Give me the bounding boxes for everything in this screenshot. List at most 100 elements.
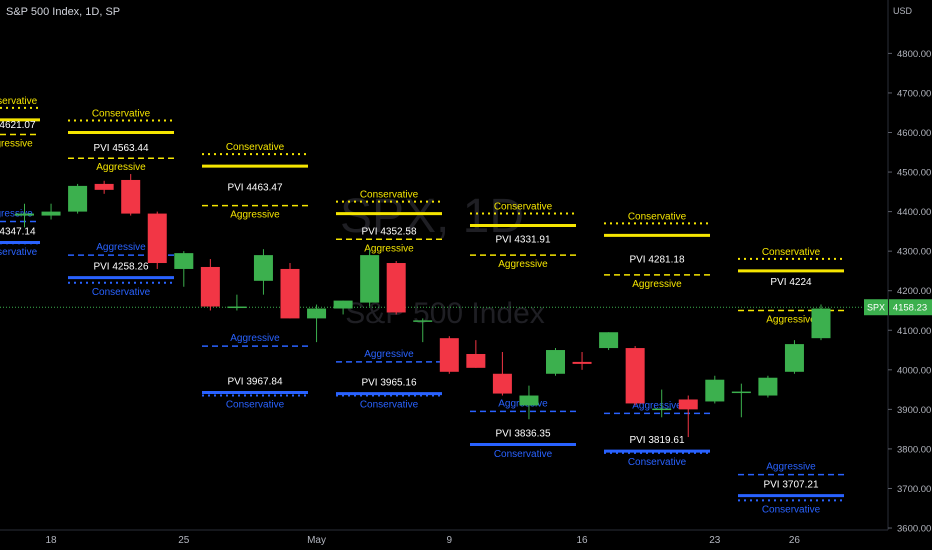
candle-up xyxy=(519,395,539,406)
candle-down xyxy=(492,373,512,394)
aggressive-support-label: Aggressive xyxy=(364,349,414,360)
y-tick-label: 4700.00 xyxy=(897,88,931,99)
pvi-levels: Conservative PVI 4621.07 Aggressive Aggress… xyxy=(0,96,888,515)
x-tick-label: 18 xyxy=(45,535,57,546)
y-tick-label: 4400.00 xyxy=(897,207,931,218)
watermark-symbol: SPX, 1D xyxy=(340,190,524,243)
y-tick-label: 3600.00 xyxy=(897,524,931,535)
x-tick-label: 16 xyxy=(576,535,588,546)
conservative-resistance-label: Conservative xyxy=(92,109,151,120)
symbol-title[interactable]: S&P 500 Index, 1D, SP xyxy=(6,6,121,18)
candle-up xyxy=(758,377,778,396)
pvi-support-label: PVI 3965.16 xyxy=(361,378,416,389)
last-price-symbol-tag xyxy=(864,299,888,316)
y-tick-label: 4500.00 xyxy=(897,168,931,179)
pvi-support-label: PVI 3819.61 xyxy=(629,435,684,446)
x-tick-label: 25 xyxy=(178,535,190,546)
candle-down xyxy=(121,179,141,214)
conservative-support-label: Conservative xyxy=(762,504,821,515)
pvi-resistance-label: PVI 4352.58 xyxy=(361,226,416,237)
last-price-symbol: SPX xyxy=(867,303,885,313)
y-tick-label: 4800.00 xyxy=(897,49,931,60)
candle-up xyxy=(811,308,831,339)
aggressive-resistance-label: Aggressive xyxy=(498,259,548,270)
candle-up xyxy=(360,255,380,303)
candle-down xyxy=(678,399,698,410)
last-price-value: 4158.23 xyxy=(893,303,927,314)
y-tick-label: 4200.00 xyxy=(897,286,931,297)
candle-down xyxy=(280,268,300,319)
y-tick-label: 4100.00 xyxy=(897,326,931,337)
candle-up xyxy=(15,213,34,216)
pvi-support-label: PVI 3967.84 xyxy=(227,377,282,388)
conservative-support-label: Conservative xyxy=(628,457,687,468)
candle-down xyxy=(466,353,486,368)
pvi-resistance-label: PVI 4621.07 xyxy=(0,120,36,131)
conservative-support-label: Conservative xyxy=(92,287,151,298)
aggressive-resistance-label: Aggressive xyxy=(230,210,280,221)
time-axis[interactable]: 18 25 May 9 16 23 26 xyxy=(45,535,800,546)
conservative-support-label: Conservative xyxy=(494,449,553,460)
candle-up xyxy=(41,211,61,216)
price-axis[interactable]: 4800.00 4700.00 4600.00 4500.00 4400.00 4300.… xyxy=(0,0,932,535)
pvi-resistance-label: PVI 4331.91 xyxy=(495,235,550,246)
pvi-resistance-label: PVI 4463.47 xyxy=(227,183,282,194)
candle-up xyxy=(68,185,88,212)
candle-down xyxy=(147,213,167,264)
y-tick-label: 3800.00 xyxy=(897,444,931,455)
candle-down xyxy=(94,183,114,190)
pvi-support-label: PVI 4347.14 xyxy=(0,227,36,238)
conservative-support-label: Conservative xyxy=(226,400,285,411)
pvi-support-label: PVI 3707.21 xyxy=(763,480,818,491)
candle-down xyxy=(439,338,459,372)
candle-up xyxy=(784,344,804,372)
aggressive-resistance-label: Aggressive xyxy=(766,314,816,325)
aggressive-resistance-label: Aggressive xyxy=(364,243,414,254)
y-tick-label: 3700.00 xyxy=(897,484,931,495)
candle-up xyxy=(652,408,672,411)
candle-up xyxy=(705,379,725,402)
conservative-resistance-label: Conservative xyxy=(628,211,687,222)
conservative-support-label: Conservative xyxy=(360,400,419,411)
conservative-resistance-label: Conservative xyxy=(226,142,285,153)
pvi-support-label: PVI 3836.35 xyxy=(495,429,550,440)
candle-down xyxy=(625,348,645,404)
currency-label: USD xyxy=(893,6,913,16)
y-tick-label: 4000.00 xyxy=(897,365,931,376)
x-tick-label: May xyxy=(307,535,326,546)
candle-up xyxy=(253,255,273,281)
pvi-support-label: PVI 4258.26 xyxy=(93,262,148,273)
y-tick-label: 4300.00 xyxy=(897,247,931,258)
x-tick-label: 26 xyxy=(789,535,801,546)
aggressive-resistance-label: Aggressive xyxy=(0,138,33,149)
candle-up xyxy=(546,350,565,374)
candle-up xyxy=(333,300,353,309)
aggressive-support-label: Aggressive xyxy=(766,462,816,473)
candle-up xyxy=(174,253,194,269)
x-tick-label: 9 xyxy=(447,535,453,546)
conservative-resistance-label: Conservative xyxy=(0,96,38,107)
conservative-resistance-label: Conservative xyxy=(762,247,821,258)
candle-down xyxy=(200,266,220,307)
aggressive-resistance-label: Aggressive xyxy=(632,279,682,290)
aggressive-support-label: Aggressive xyxy=(632,400,682,411)
last-price-value-tag xyxy=(889,299,932,316)
candle-down xyxy=(572,361,592,364)
candle-up xyxy=(227,306,247,309)
aggressive-support-label: Aggressive xyxy=(96,242,146,253)
pvi-resistance-label: PVI 4224 xyxy=(770,277,812,288)
y-tick-label: 3900.00 xyxy=(897,405,931,416)
conservative-resistance-label: Conservative xyxy=(360,190,419,201)
candle-up xyxy=(307,308,327,319)
pvi-resistance-label: PVI 4563.44 xyxy=(93,143,148,154)
y-tick-label: 4600.00 xyxy=(897,128,931,139)
candle-up xyxy=(731,391,751,394)
conservative-resistance-label: Conservative xyxy=(494,201,553,212)
x-tick-label: 23 xyxy=(709,535,721,546)
candle-down xyxy=(386,263,406,313)
aggressive-resistance-label: Aggressive xyxy=(96,162,146,173)
candle-up xyxy=(599,332,619,349)
conservative-support-label: Conservative xyxy=(0,247,38,258)
